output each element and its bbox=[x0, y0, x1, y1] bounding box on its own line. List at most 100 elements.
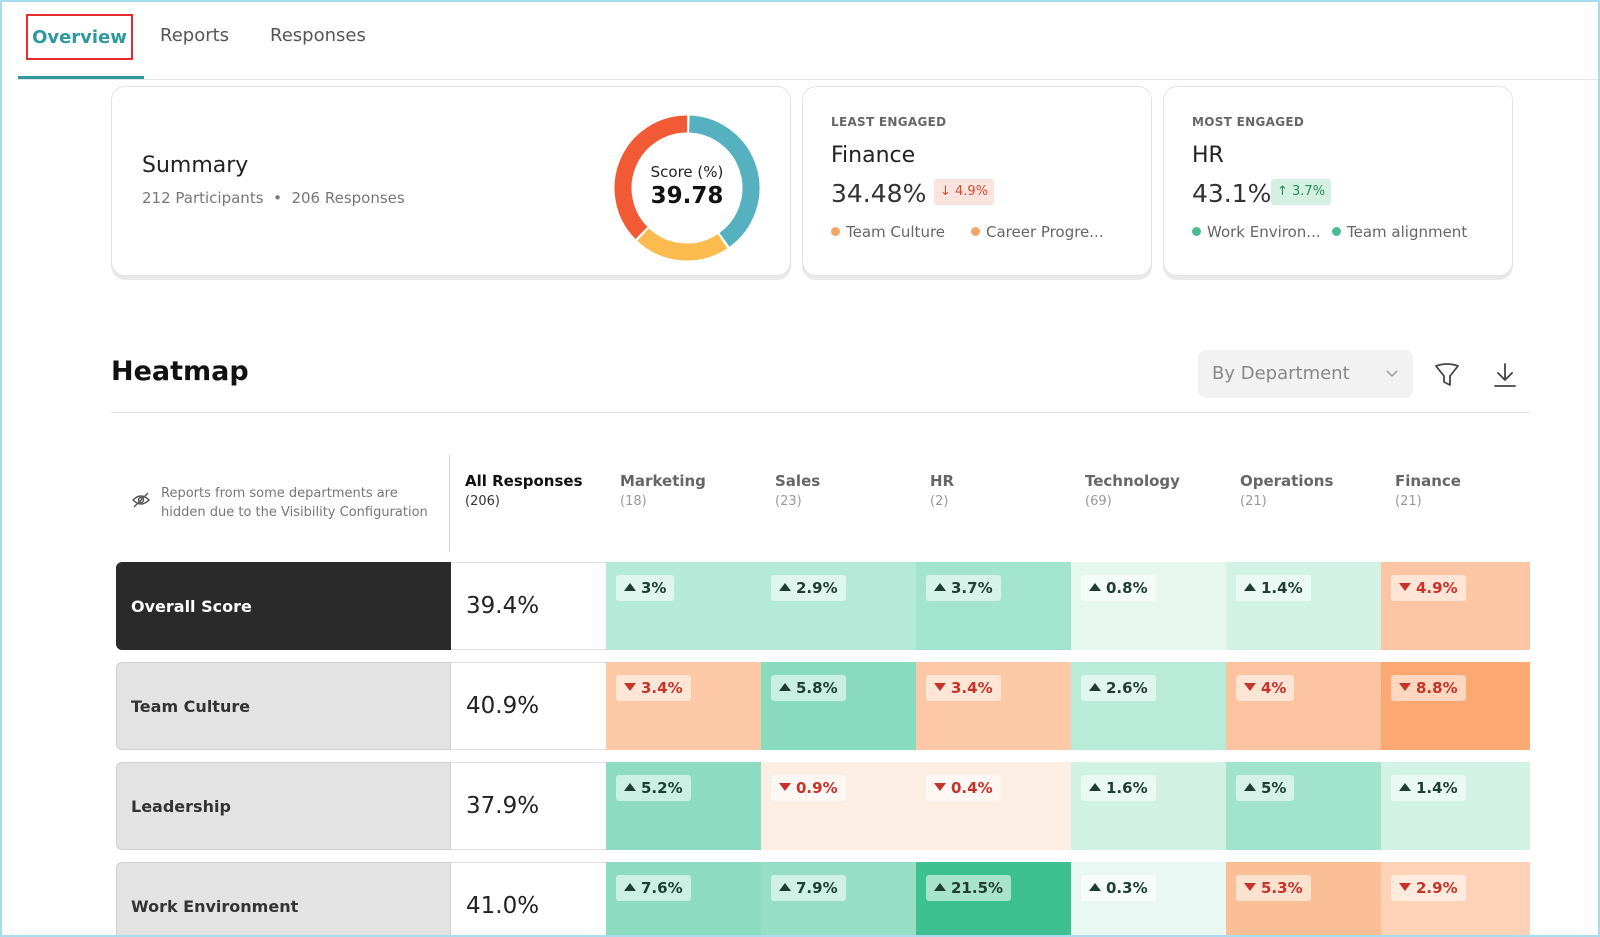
heatmap-row: Leadership 37.9% 5.2% 0.9% 0.4% 1.6% 5% 1.4% bbox=[116, 762, 1530, 850]
column-header-finance[interactable]: Finance (21) bbox=[1395, 472, 1461, 509]
heatmap-row-label[interactable]: Overall Score bbox=[116, 562, 451, 650]
column-header-technology[interactable]: Technology (69) bbox=[1085, 472, 1180, 509]
tab-responses[interactable]: Responses bbox=[270, 25, 366, 46]
heatmap-cell[interactable]: 0.4% bbox=[916, 762, 1072, 850]
download-icon[interactable] bbox=[1490, 360, 1520, 390]
triangle-up-icon bbox=[1089, 583, 1101, 591]
summary-card: Summary 212 Participants • 206 Responses… bbox=[111, 86, 791, 276]
heatmap-change-chip: 0.9% bbox=[771, 775, 846, 801]
participants-count: 212 Participants bbox=[142, 189, 264, 207]
column-header-operations[interactable]: Operations (21) bbox=[1240, 472, 1334, 509]
heatmap-change-chip: 0.4% bbox=[926, 775, 1001, 801]
least-engaged-tag: Career Progre... bbox=[971, 223, 1104, 241]
group-by-value: By Department bbox=[1212, 363, 1350, 384]
heatmap-cell[interactable]: 4% bbox=[1226, 662, 1382, 750]
triangle-down-icon bbox=[624, 683, 636, 691]
heatmap-change-chip: 2.6% bbox=[1081, 675, 1156, 701]
column-header-all-responses[interactable]: All Responses (206) bbox=[465, 472, 583, 509]
visibility-note-line: hidden due to the Visibility Configurati… bbox=[161, 505, 428, 520]
orange-dot-icon bbox=[971, 227, 980, 236]
heatmap-change-chip: 3.7% bbox=[926, 575, 1001, 601]
heatmap-cell[interactable]: 3.7% bbox=[916, 562, 1072, 650]
triangle-down-icon bbox=[1244, 883, 1256, 891]
tab-overview[interactable]: Overview bbox=[26, 14, 133, 60]
heatmap-cell[interactable]: 3.4% bbox=[916, 662, 1072, 750]
heatmap-change-chip: 1.4% bbox=[1236, 575, 1311, 601]
heatmap-all-responses-cell[interactable]: 39.4% bbox=[451, 562, 606, 650]
triangle-down-icon bbox=[934, 783, 946, 791]
triangle-down-icon bbox=[1399, 583, 1411, 591]
heatmap-cell[interactable]: 0.9% bbox=[761, 762, 917, 850]
heatmap-cell[interactable]: 0.8% bbox=[1071, 562, 1227, 650]
most-engaged-kicker: MOST ENGAGED bbox=[1192, 115, 1305, 129]
triangle-down-icon bbox=[1244, 683, 1256, 691]
heatmap-divider bbox=[111, 412, 1531, 413]
triangle-up-icon bbox=[1244, 583, 1256, 591]
heatmap-cell[interactable]: 2.6% bbox=[1071, 662, 1227, 750]
least-engaged-dept: Finance bbox=[831, 143, 916, 168]
heatmap-change-chip: 3.4% bbox=[926, 675, 1001, 701]
heatmap-cell[interactable]: 1.4% bbox=[1381, 762, 1530, 850]
filter-icon[interactable] bbox=[1432, 360, 1462, 390]
heatmap-cell[interactable]: 5% bbox=[1226, 762, 1382, 850]
column-header-hr[interactable]: HR (2) bbox=[930, 472, 955, 509]
heatmap-cell[interactable]: 4.9% bbox=[1381, 562, 1530, 650]
heatmap-change-chip: 2.9% bbox=[771, 575, 846, 601]
green-dot-icon bbox=[1192, 227, 1201, 236]
stats-separator: • bbox=[273, 189, 282, 207]
heatmap-change-chip: 4.9% bbox=[1391, 575, 1466, 601]
least-engaged-kicker: LEAST ENGAGED bbox=[831, 115, 947, 129]
triangle-up-icon bbox=[1089, 883, 1101, 891]
visibility-note-line: Reports from some departments are bbox=[161, 486, 398, 501]
heatmap-cell[interactable]: 0.3% bbox=[1071, 862, 1227, 937]
heatmap-cell[interactable]: 5.3% bbox=[1226, 862, 1382, 937]
heatmap-all-responses-cell[interactable]: 37.9% bbox=[451, 762, 606, 850]
heatmap-row-label[interactable]: Leadership bbox=[116, 762, 451, 850]
heatmap-row-label[interactable]: Team Culture bbox=[116, 662, 451, 750]
heatmap-all-responses-cell[interactable]: 40.9% bbox=[451, 662, 606, 750]
heatmap-cell[interactable]: 1.4% bbox=[1226, 562, 1382, 650]
heatmap-row: Work Environment 41.0% 7.6% 7.9% 21.5% 0.3% 5.… bbox=[116, 862, 1530, 937]
heatmap-cell[interactable]: 7.9% bbox=[761, 862, 917, 937]
heatmap-change-chip: 3% bbox=[616, 575, 675, 601]
score-donut-chart bbox=[614, 115, 760, 261]
triangle-up-icon bbox=[624, 883, 636, 891]
triangle-up-icon bbox=[934, 883, 946, 891]
triangle-up-icon bbox=[1399, 783, 1411, 791]
most-engaged-card[interactable]: MOST ENGAGED HR 43.1% ↑ 3.7% Work Enviro… bbox=[1163, 86, 1513, 276]
orange-dot-icon bbox=[831, 227, 840, 236]
heatmap-all-responses-cell[interactable]: 41.0% bbox=[451, 862, 606, 937]
heatmap-cell[interactable]: 5.2% bbox=[606, 762, 762, 850]
heatmap-cell[interactable]: 7.6% bbox=[606, 862, 762, 937]
donut-segment bbox=[637, 228, 728, 261]
tab-bar: Overview Reports Responses bbox=[18, 0, 1598, 80]
heatmap-cell[interactable]: 21.5% bbox=[916, 862, 1072, 937]
tab-reports[interactable]: Reports bbox=[160, 25, 230, 46]
heatmap-row: Team Culture 40.9% 3.4% 5.8% 3.4% 2.6% 4% 8.8% bbox=[116, 662, 1530, 750]
heatmap-cell[interactable]: 3.4% bbox=[606, 662, 762, 750]
responses-count: 206 Responses bbox=[291, 189, 405, 207]
triangle-up-icon bbox=[624, 583, 636, 591]
heatmap-cell[interactable]: 3% bbox=[606, 562, 762, 650]
heatmap-change-chip: 5% bbox=[1236, 775, 1295, 801]
green-dot-icon bbox=[1332, 227, 1341, 236]
column-header-marketing[interactable]: Marketing (18) bbox=[620, 472, 706, 509]
heatmap-cell[interactable]: 1.6% bbox=[1071, 762, 1227, 850]
heatmap-cell[interactable]: 8.8% bbox=[1381, 662, 1530, 750]
column-header-sales[interactable]: Sales (23) bbox=[775, 472, 821, 509]
heatmap-change-chip: 1.4% bbox=[1391, 775, 1466, 801]
triangle-up-icon bbox=[624, 783, 636, 791]
heatmap-change-chip: 1.6% bbox=[1081, 775, 1156, 801]
least-engaged-card[interactable]: LEAST ENGAGED Finance 34.48% ↓ 4.9% Team… bbox=[802, 86, 1152, 276]
triangle-up-icon bbox=[934, 583, 946, 591]
heatmap-cell[interactable]: 2.9% bbox=[761, 562, 917, 650]
chevron-down-icon bbox=[1386, 370, 1398, 378]
triangle-up-icon bbox=[779, 683, 791, 691]
heatmap-change-chip: 5.8% bbox=[771, 675, 846, 701]
group-by-dropdown[interactable]: By Department bbox=[1198, 350, 1413, 398]
heatmap-cell[interactable]: 5.8% bbox=[761, 662, 917, 750]
donut-segment bbox=[688, 115, 760, 247]
summary-title: Summary bbox=[142, 153, 249, 178]
heatmap-cell[interactable]: 2.9% bbox=[1381, 862, 1530, 937]
heatmap-row-label[interactable]: Work Environment bbox=[116, 862, 451, 937]
